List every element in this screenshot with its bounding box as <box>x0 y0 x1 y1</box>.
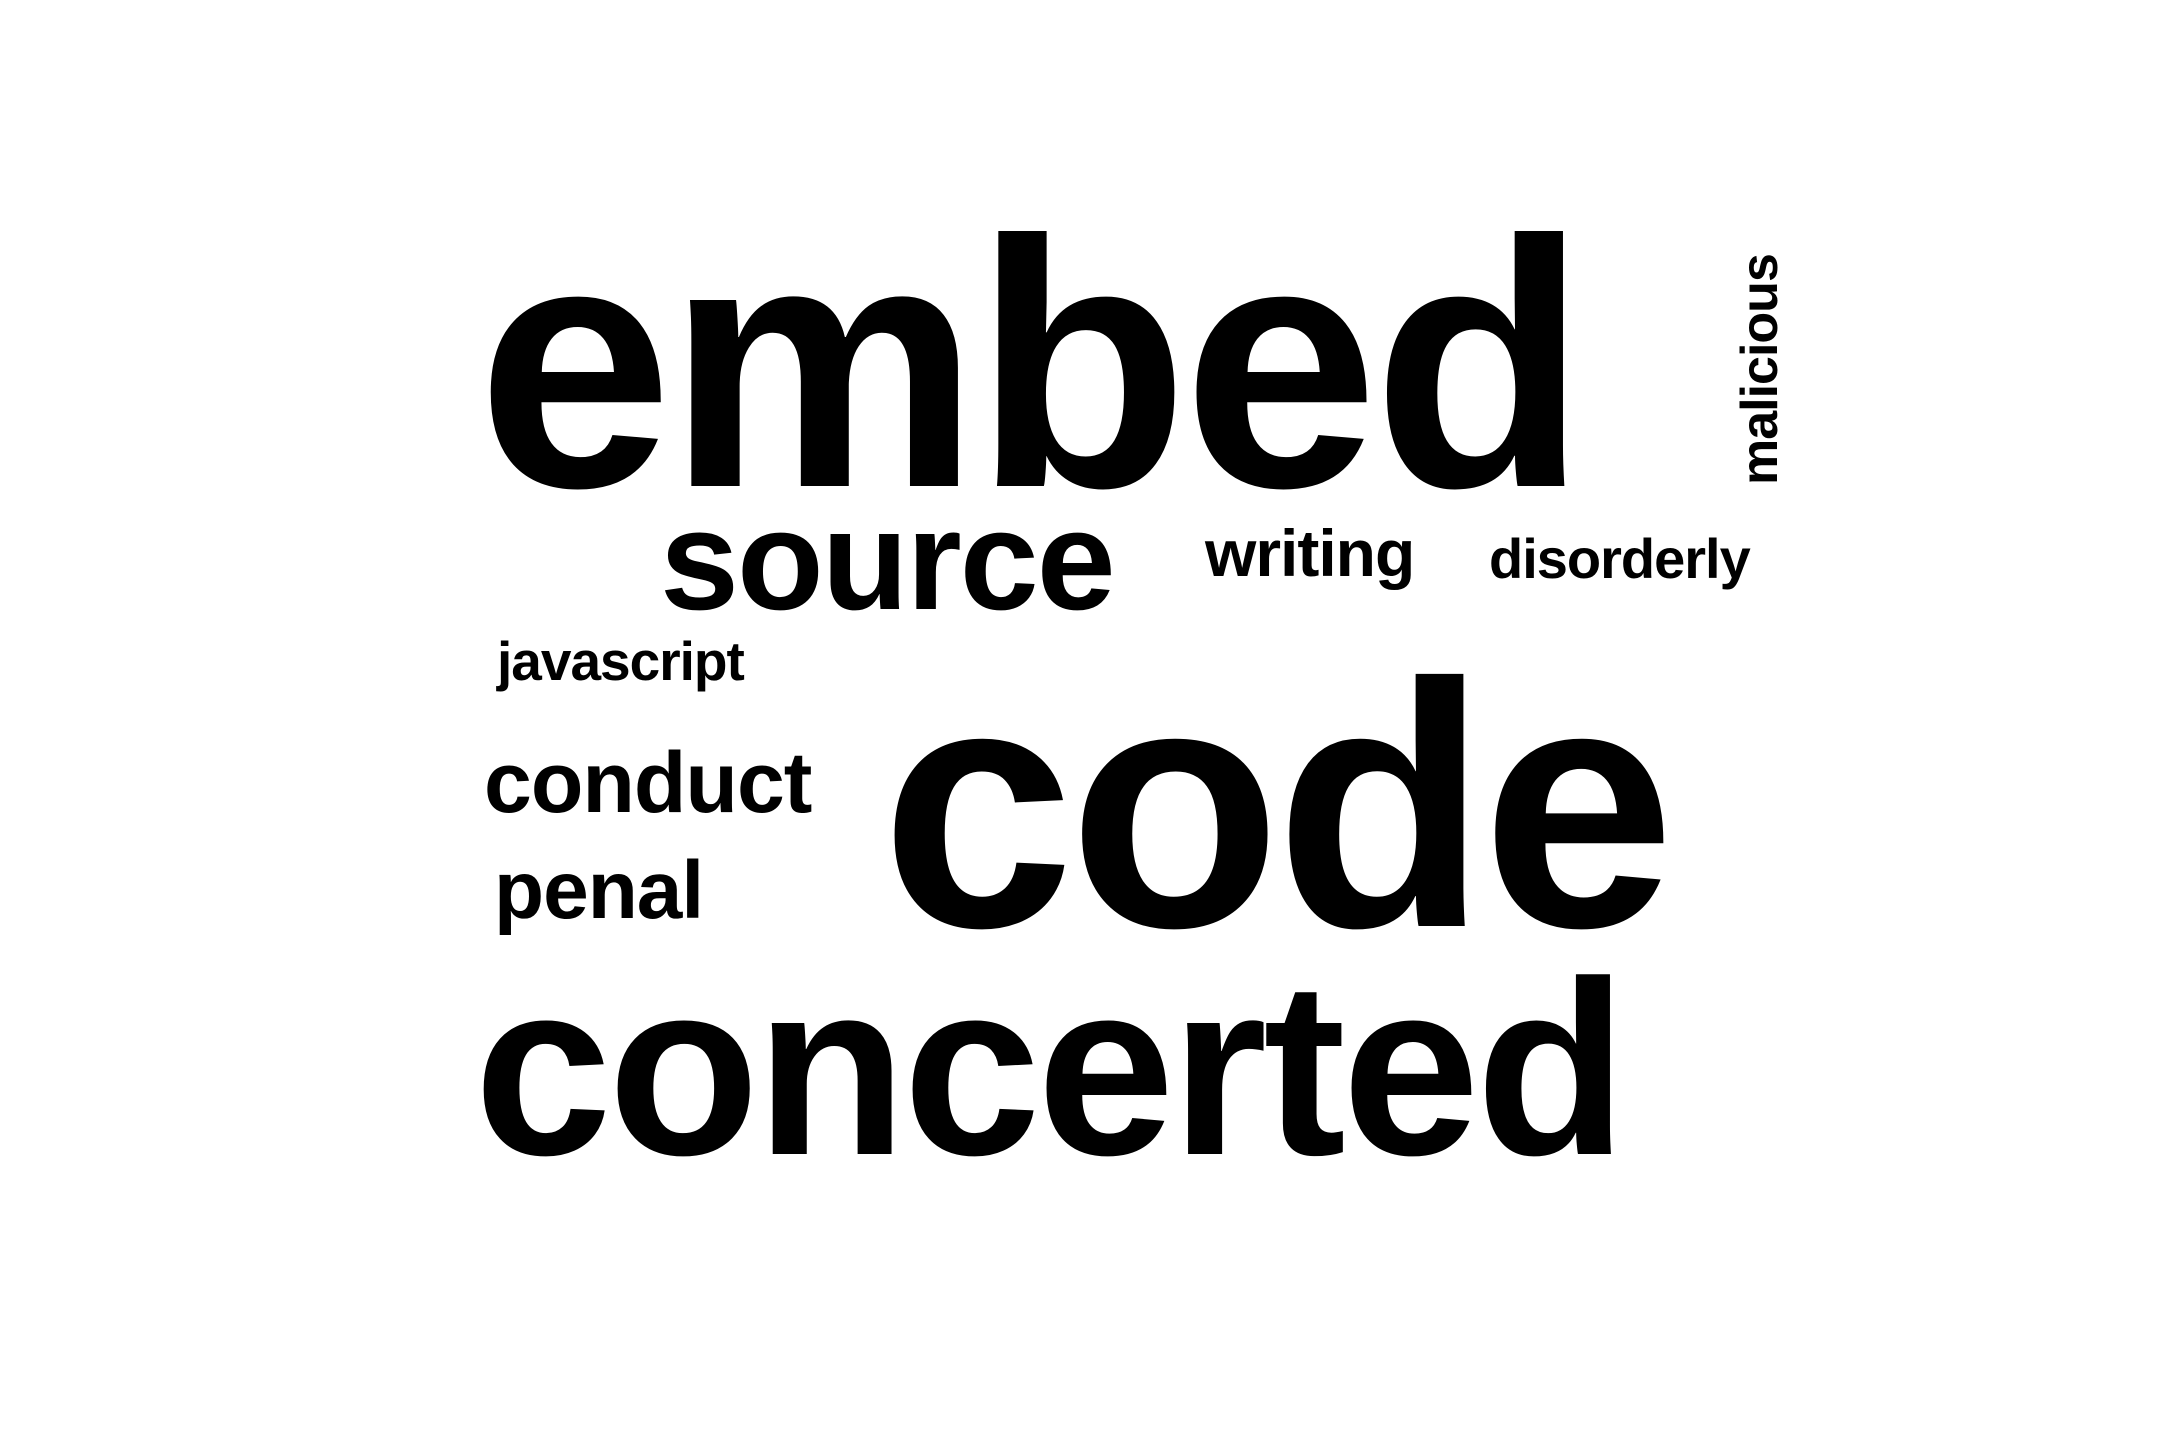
word-malicious: malicious <box>1731 254 1789 485</box>
word-conduct: conduct <box>484 735 812 831</box>
word-source: source <box>660 481 1116 640</box>
word-concerted: concerted <box>474 929 1627 1207</box>
word-disorderly: disorderly <box>1489 527 1751 590</box>
word-penal: penal <box>494 845 704 936</box>
word-writing: writing <box>1205 516 1415 590</box>
word-code: code <box>881 611 1675 1000</box>
word-javascript: javascript <box>497 630 745 692</box>
word-embed: embed <box>477 167 1588 561</box>
